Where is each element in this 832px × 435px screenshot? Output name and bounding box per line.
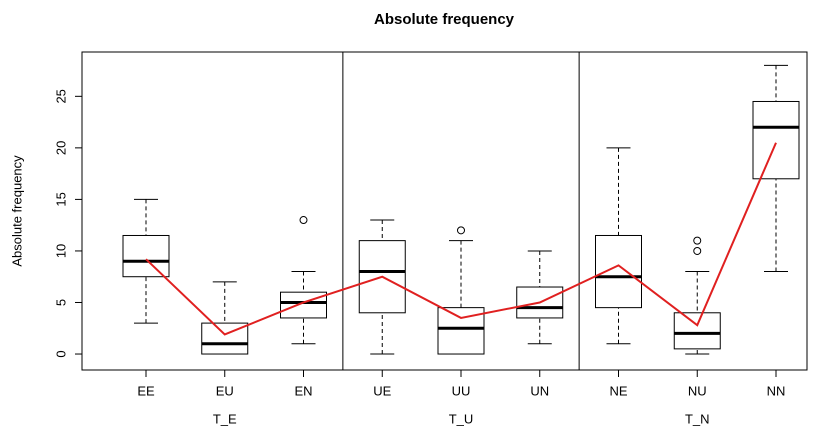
x-tick-label: UE xyxy=(373,383,391,398)
x-tick-label: UN xyxy=(530,383,549,398)
x-tick-label: UU xyxy=(452,383,471,398)
chart-title: Absolute frequency xyxy=(374,11,515,28)
outlier xyxy=(693,236,702,245)
x-tick-label: EU xyxy=(216,383,234,398)
y-tick-label: 5 xyxy=(53,299,68,306)
outlier xyxy=(693,246,702,255)
group-label: T_N xyxy=(685,411,710,426)
group-label: T_U xyxy=(449,411,474,426)
box xyxy=(752,100,800,180)
y-tick-label: 20 xyxy=(53,141,68,155)
y-tick-label: 15 xyxy=(53,192,68,206)
x-tick-label: NU xyxy=(688,383,707,398)
box xyxy=(595,234,642,309)
mean-line xyxy=(145,142,777,336)
group-label: T_E xyxy=(213,411,237,426)
y-tick-label: 10 xyxy=(53,244,68,258)
x-tick-label: EN xyxy=(294,383,312,398)
outlier xyxy=(299,216,308,225)
box xyxy=(280,291,327,319)
x-tick-label: EE xyxy=(137,383,155,398)
y-tick-label: 25 xyxy=(53,89,68,103)
x-tick-label: NN xyxy=(767,383,786,398)
x-tick-label: NE xyxy=(609,383,627,398)
box xyxy=(122,234,170,278)
outlier xyxy=(457,226,465,235)
y-axis-label: Absolute frequency xyxy=(9,155,24,267)
y-tick-label: 0 xyxy=(53,350,68,357)
box xyxy=(673,312,721,350)
